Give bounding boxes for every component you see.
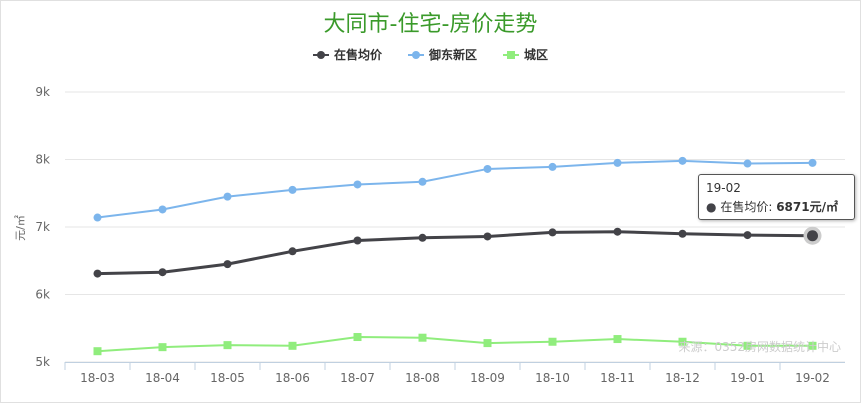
data-point — [418, 333, 427, 342]
x-tick-label: 18-09 — [470, 371, 505, 385]
legend-label: 城区 — [524, 48, 549, 62]
x-tick-label: 19-01 — [730, 371, 765, 385]
watermark: 来源：0352房网数据统计中心 — [678, 340, 841, 354]
y-axis-label: 元/㎡ — [14, 215, 27, 241]
data-point — [158, 205, 167, 214]
data-point — [678, 337, 687, 346]
data-point — [808, 158, 817, 167]
x-tick-label: 18-11 — [600, 371, 635, 385]
y-tick-label: 7k — [35, 220, 50, 234]
series-line-1 — [97, 159, 813, 219]
x-tick-label: 18-03 — [80, 371, 115, 385]
legend-label: 在售均价 — [333, 48, 382, 62]
x-tick-label: 18-05 — [210, 371, 245, 385]
data-point — [678, 229, 687, 238]
x-tick-label: 18-12 — [665, 371, 700, 385]
data-point — [678, 156, 687, 165]
data-point — [743, 159, 752, 168]
x-tick-label: 18-08 — [405, 371, 440, 385]
data-point — [93, 269, 102, 278]
data-point — [158, 343, 167, 352]
data-point — [288, 247, 297, 256]
data-point — [353, 333, 362, 342]
data-point — [548, 228, 557, 237]
x-tick-label: 18-07 — [340, 371, 375, 385]
tooltip-date: 19-02 — [706, 181, 741, 195]
data-point — [483, 164, 492, 173]
data-point — [288, 185, 297, 194]
x-tick-label: 18-04 — [145, 371, 180, 385]
x-tick-label: 19-02 — [795, 371, 830, 385]
data-point — [353, 236, 362, 245]
data-point — [288, 341, 297, 350]
data-point — [93, 213, 102, 222]
tooltip: 19-02 ● 在售均价: 6871元/㎡ — [698, 174, 855, 220]
data-point — [418, 233, 427, 242]
data-point — [483, 232, 492, 241]
data-point — [548, 337, 557, 346]
tooltip-label: 在售均价: — [720, 200, 773, 214]
tooltip-value-row: ● 在售均价: 6871元/㎡ — [706, 200, 838, 214]
data-point — [613, 335, 622, 344]
y-tick-label: 6k — [35, 288, 50, 302]
data-point — [223, 192, 232, 201]
y-tick-label: 8k — [35, 153, 50, 167]
chart-title: 大同市-住宅-房价走势 — [323, 12, 538, 37]
legend-label: 御东新区 — [428, 48, 477, 62]
data-point — [548, 162, 557, 171]
tooltip-value: 6871 — [776, 200, 810, 214]
x-tick-label: 18-06 — [275, 371, 310, 385]
data-point — [807, 230, 818, 242]
legend: 在售均价 御东新区 城区 — [0, 46, 861, 63]
data-point — [613, 158, 622, 167]
legend-item-2[interactable]: 城区 — [503, 46, 548, 63]
data-point — [223, 341, 232, 350]
y-tick-label: 9k — [35, 85, 50, 99]
data-point — [743, 231, 752, 240]
data-point — [808, 341, 817, 350]
data-point — [93, 347, 102, 356]
tooltip-unit: 元/㎡ — [809, 200, 838, 214]
data-point — [483, 339, 492, 348]
data-point — [353, 180, 362, 189]
data-point — [223, 260, 232, 269]
legend-item-1[interactable]: 御东新区 — [407, 46, 477, 63]
data-point — [418, 177, 427, 186]
data-point — [613, 227, 622, 236]
series-line-2 — [97, 336, 813, 353]
series-line-0 — [97, 230, 813, 276]
data-point — [158, 268, 167, 277]
legend-item-0[interactable]: 在售均价 — [312, 46, 382, 63]
y-tick-label: 5k — [35, 355, 50, 369]
x-tick-label: 18-10 — [535, 371, 570, 385]
data-point — [743, 341, 752, 350]
